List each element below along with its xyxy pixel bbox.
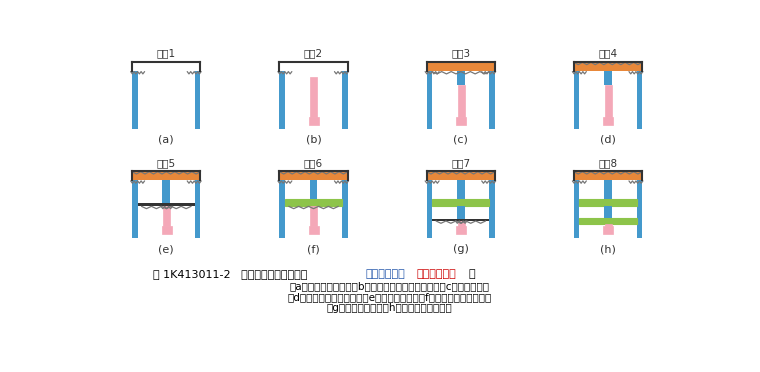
Bar bbox=[280, 71, 285, 129]
Bar bbox=[604, 206, 612, 218]
Bar bbox=[426, 71, 432, 129]
Text: （a）构筑围护结构；（b）构筑主体结构中间立柱；（c）构筑顶板；: （a）构筑围护结构；（b）构筑主体结构中间立柱；（c）构筑顶板； bbox=[290, 282, 489, 291]
Text: 步骤1: 步骤1 bbox=[157, 48, 176, 58]
Bar bbox=[456, 117, 466, 125]
Bar bbox=[579, 199, 637, 206]
Text: （g）开挖下层土；（h）构筑下层主体结构: （g）开挖下层土；（h）构筑下层主体结构 bbox=[327, 303, 452, 313]
Bar bbox=[574, 71, 579, 129]
Bar bbox=[342, 180, 347, 238]
Bar bbox=[309, 180, 318, 199]
Bar bbox=[604, 180, 612, 199]
Bar bbox=[310, 206, 318, 226]
Bar bbox=[432, 199, 489, 206]
Bar bbox=[489, 71, 495, 129]
Text: 图 1K413011-2   盖挖逆作法施工流程（: 图 1K413011-2 盖挖逆作法施工流程（ bbox=[153, 269, 308, 279]
Bar bbox=[132, 71, 138, 129]
Bar bbox=[162, 226, 172, 234]
Bar bbox=[579, 218, 637, 224]
Bar bbox=[458, 85, 464, 117]
Bar bbox=[280, 180, 285, 238]
Bar bbox=[163, 180, 170, 203]
Bar bbox=[132, 180, 138, 238]
Bar bbox=[457, 206, 464, 219]
Text: (d): (d) bbox=[600, 135, 616, 145]
Bar bbox=[603, 226, 613, 234]
Text: 步骤5: 步骤5 bbox=[157, 158, 176, 168]
Bar bbox=[604, 71, 612, 85]
Bar bbox=[309, 117, 319, 125]
Bar bbox=[285, 199, 342, 206]
Text: (h): (h) bbox=[600, 244, 616, 254]
Bar bbox=[458, 221, 464, 226]
Bar bbox=[457, 180, 464, 199]
Bar bbox=[456, 226, 466, 234]
Bar bbox=[457, 71, 464, 85]
Text: ）: ） bbox=[469, 269, 475, 279]
Bar bbox=[309, 226, 319, 234]
Bar bbox=[574, 63, 642, 71]
Text: 步骤3: 步骤3 bbox=[451, 48, 470, 58]
Text: (g): (g) bbox=[453, 244, 469, 254]
Text: (b): (b) bbox=[306, 135, 321, 145]
Bar bbox=[489, 180, 495, 238]
Text: (a): (a) bbox=[159, 135, 174, 145]
Bar bbox=[637, 180, 642, 238]
Text: （d）回填土、恢复路面；（e）开挖中层土；（f）构筑上层主体结构；: （d）回填土、恢复路面；（e）开挖中层土；（f）构筑上层主体结构； bbox=[287, 292, 492, 302]
Text: 土方、结构均: 土方、结构均 bbox=[366, 269, 405, 279]
Bar bbox=[426, 63, 495, 71]
Bar bbox=[163, 206, 170, 226]
Bar bbox=[603, 117, 613, 125]
Text: 步骤8: 步骤8 bbox=[598, 158, 618, 168]
Bar bbox=[426, 180, 432, 238]
Bar bbox=[195, 71, 201, 129]
Bar bbox=[574, 180, 579, 238]
Text: (e): (e) bbox=[159, 244, 174, 254]
Text: 步骤2: 步骤2 bbox=[304, 48, 323, 58]
Bar bbox=[138, 203, 195, 206]
Bar bbox=[574, 173, 642, 180]
Text: (c): (c) bbox=[454, 135, 468, 145]
Bar bbox=[310, 77, 318, 117]
Text: 步骤4: 步骤4 bbox=[598, 48, 618, 58]
Text: 步骤6: 步骤6 bbox=[304, 158, 323, 168]
Bar bbox=[432, 219, 489, 221]
Bar bbox=[132, 173, 201, 180]
Bar bbox=[342, 71, 347, 129]
Bar bbox=[195, 180, 201, 238]
Bar bbox=[605, 224, 612, 226]
Bar bbox=[280, 173, 347, 180]
Bar bbox=[426, 173, 495, 180]
Bar bbox=[605, 85, 612, 117]
Text: 由上至下施工: 由上至下施工 bbox=[416, 269, 456, 279]
Text: 步骤7: 步骤7 bbox=[451, 158, 470, 168]
Text: (f): (f) bbox=[307, 244, 320, 254]
Bar bbox=[637, 71, 642, 129]
